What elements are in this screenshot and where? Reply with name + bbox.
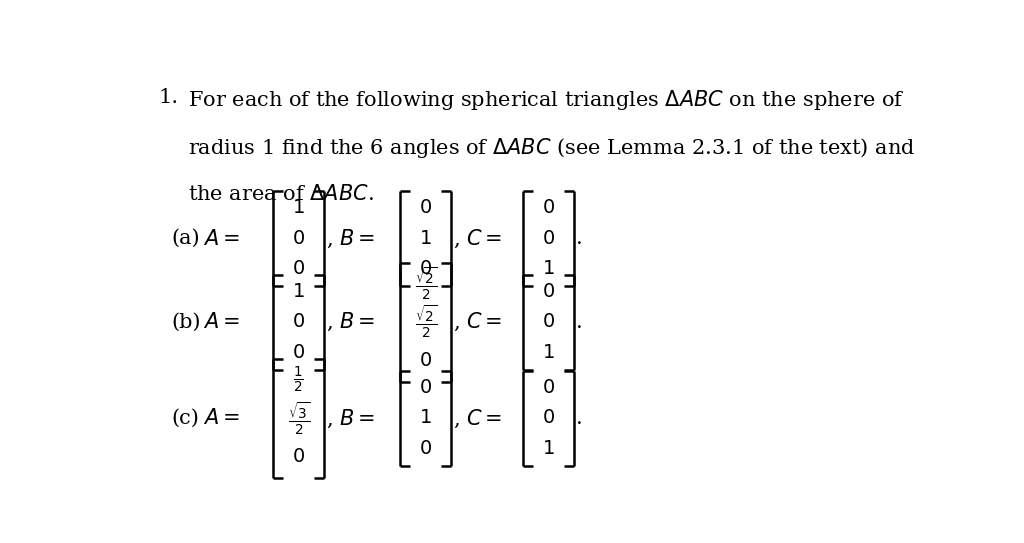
Text: $0$: $0$ (292, 448, 305, 466)
Text: $0$: $0$ (542, 199, 555, 217)
Text: $A =$: $A =$ (204, 229, 241, 249)
Text: $1$: $1$ (419, 409, 432, 427)
Text: $0$: $0$ (292, 344, 305, 362)
Text: (b): (b) (172, 313, 201, 332)
Text: $A =$: $A =$ (204, 312, 241, 332)
Text: $A =$: $A =$ (204, 408, 241, 428)
Text: the area of $\Delta ABC$.: the area of $\Delta ABC$. (187, 184, 374, 204)
Text: , $B =$: , $B =$ (327, 228, 376, 250)
Text: , $B =$: , $B =$ (327, 311, 376, 333)
Text: $0$: $0$ (542, 379, 555, 397)
Text: $0$: $0$ (542, 230, 555, 248)
Text: 1.: 1. (158, 88, 178, 107)
Text: .: . (577, 313, 583, 332)
Text: $1$: $1$ (292, 283, 305, 301)
Text: $1$: $1$ (292, 199, 305, 217)
Text: $0$: $0$ (292, 260, 305, 278)
Text: radius 1 find the 6 angles of $\Delta ABC$ (see Lemma 2.3.1 of the text) and: radius 1 find the 6 angles of $\Delta AB… (187, 136, 914, 160)
Text: (c): (c) (172, 409, 200, 428)
Text: $\frac{\sqrt{2}}{2}$: $\frac{\sqrt{2}}{2}$ (415, 304, 436, 340)
Text: $0$: $0$ (419, 352, 432, 370)
Text: $0$: $0$ (419, 440, 432, 458)
Text: .: . (577, 409, 583, 428)
Text: (a): (a) (172, 229, 201, 248)
Text: $0$: $0$ (292, 313, 305, 331)
Text: , $B =$: , $B =$ (327, 407, 376, 430)
Text: $\frac{\sqrt{3}}{2}$: $\frac{\sqrt{3}}{2}$ (288, 400, 309, 437)
Text: $1$: $1$ (419, 230, 432, 248)
Text: $0$: $0$ (292, 230, 305, 248)
Text: $0$: $0$ (542, 283, 555, 301)
Text: , $C =$: , $C =$ (454, 228, 503, 250)
Text: $\frac{1}{2}$: $\frac{1}{2}$ (293, 365, 304, 395)
Text: For each of the following spherical triangles $\Delta ABC$ on the sphere of: For each of the following spherical tria… (187, 88, 904, 112)
Text: $\frac{\sqrt{2}}{2}$: $\frac{\sqrt{2}}{2}$ (415, 266, 436, 302)
Text: $1$: $1$ (543, 260, 555, 278)
Text: $0$: $0$ (419, 199, 432, 217)
Text: $1$: $1$ (543, 344, 555, 362)
Text: .: . (577, 229, 583, 248)
Text: , $C =$: , $C =$ (454, 407, 503, 430)
Text: $0$: $0$ (542, 313, 555, 331)
Text: $0$: $0$ (542, 409, 555, 427)
Text: , $C =$: , $C =$ (454, 311, 503, 333)
Text: $0$: $0$ (419, 260, 432, 278)
Text: $1$: $1$ (543, 440, 555, 458)
Text: $0$: $0$ (419, 379, 432, 397)
